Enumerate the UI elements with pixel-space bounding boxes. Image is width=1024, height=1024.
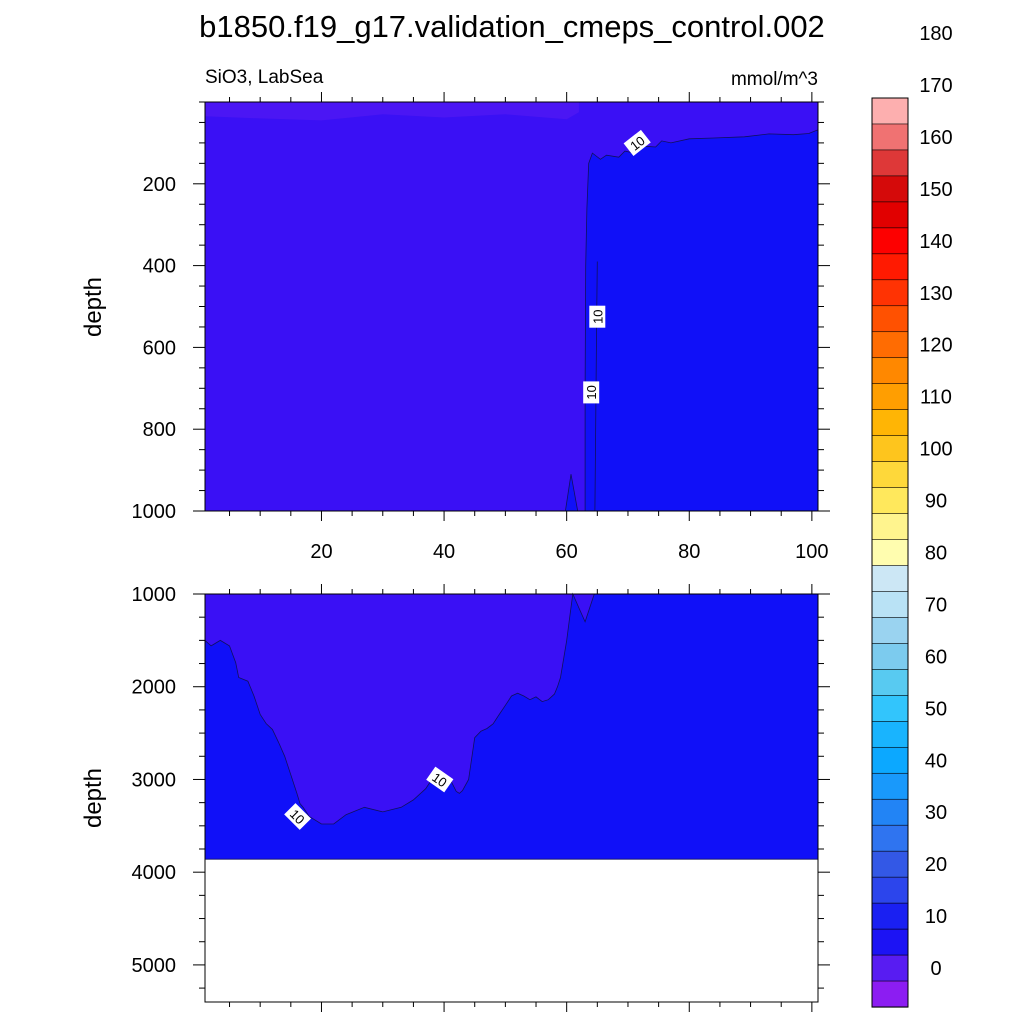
colorbar-swatch [871,383,909,411]
colorbar-label: 70 [925,594,947,616]
colorbar-swatch [871,954,909,982]
contour-label-0: 10 [623,129,651,156]
colorbar-swatch [871,980,909,1008]
colorbar-swatch [871,591,909,619]
plot-frame [204,593,819,1003]
colorbar-swatch [871,876,909,904]
contour-label-text: 10 [584,385,599,399]
contour-label-box [284,803,312,830]
colorbar-swatch [871,539,909,567]
y-tick-label: 2000 [132,677,177,699]
surface-low-band [205,102,579,121]
units-label: mmol/m^3 [731,69,818,90]
x-tick-label: 80 [678,541,700,563]
region-below-10 [204,592,598,825]
colorbar-swatch [871,461,909,489]
contour-label-box [589,305,606,328]
colorbar-label: 140 [919,231,952,253]
colorbar-swatch [871,721,909,748]
colorbar-swatch [871,357,909,385]
colorbar-swatch [871,617,909,644]
colorbar-swatch [871,824,909,852]
no-data-region [205,859,818,1002]
y-tick-label: 1000 [132,501,177,523]
y-tick-label: 200 [143,174,176,196]
x-tick-label: 20 [310,541,332,563]
colorbar-swatch [871,253,909,281]
colorbar-swatch [871,928,909,956]
colorbar-swatch [871,305,909,333]
contour-label-0: 10 [284,803,312,830]
colorbar-swatch [871,669,909,696]
y-tick-label: 3000 [132,769,177,791]
colorbar-label: 110 [920,387,952,409]
lower-depth-panel: 10 10 1000 2000 3000 4000 5000 depth [80,584,830,1012]
colorbar-swatch [871,902,909,930]
x-tick-label: 100 [795,541,828,563]
upper-depth-panel: 10 10 10 20 40 60 80 100 200 400 600 800 1000 depth [80,92,830,563]
colorbar-label: 120 [919,335,952,357]
colorbar-label: 60 [925,646,947,668]
x-tick-label: 40 [433,541,455,563]
colorbar-label: 30 [925,802,947,824]
colorbar-label: 50 [925,698,947,720]
colorbar-swatch [871,279,909,307]
colorbar-label: 80 [925,543,947,565]
colorbar-swatch [871,149,909,177]
colorbar-label: 150 [919,179,952,201]
contour-label-2: 10 [583,381,600,404]
colorbar-label: 0 [930,958,941,980]
contour-label-1: 10 [426,766,454,793]
colorbar-label: 40 [925,750,947,772]
colorbar-label: 160 [919,127,952,149]
colorbar-swatch [871,409,909,437]
colorbar-swatch [871,435,909,463]
contour-label-box [426,766,454,793]
contour-label-box [583,381,600,404]
y-tick-label: 4000 [132,862,177,884]
colorbar: 0 10 20 30 40 50 60 70 80 90 100 110 120 130 140 150 160… [871,23,953,1008]
colorbar-swatch [871,565,909,593]
variable-region-label: SiO3, LabSea [205,67,324,88]
contour-label-box [623,129,651,156]
y-axis-label: depth [80,277,107,337]
colorbar-swatch [871,746,909,774]
colorbar-swatch [871,513,909,541]
colorbar-swatch [871,123,909,151]
colorbar-swatch [871,227,909,255]
colorbar-swatch [871,175,909,203]
contour-label-text: 10 [429,770,449,791]
colorbar-swatch [871,487,909,515]
y-tick-label: 600 [143,337,176,359]
colorbar-swatch [871,772,909,800]
colorbar-swatch [871,850,909,878]
colorbar-label: 100 [919,439,952,461]
contour-label-1: 10 [589,305,606,328]
colorbar-swatch [871,331,909,359]
region-above-10 [584,129,819,512]
x-tick-label: 60 [556,541,578,563]
colorbar-swatch [871,798,909,826]
colorbar-label: 90 [925,491,947,513]
colorbar-label: 170 [919,75,952,97]
colorbar-swatch [871,695,909,722]
colorbar-label: 180 [919,23,952,45]
y-tick-label: 1000 [132,584,177,606]
colorbar-swatch [871,201,909,229]
contour-label-text: 10 [590,309,605,323]
colorbar-frame [871,97,909,1008]
colorbar-swatch [871,97,909,125]
colorbar-label: 20 [925,854,947,876]
colorbar-swatch [871,643,909,670]
y-tick-label: 400 [143,256,176,278]
chart-title: b1850.f19_g17.validation_cmeps_control.0… [199,9,825,44]
y-axis-label: depth [80,768,107,828]
colorbar-label: 10 [925,906,947,928]
colorbar-label: 130 [919,283,952,305]
y-tick-label: 5000 [132,955,177,977]
y-tick-label: 800 [143,419,176,441]
